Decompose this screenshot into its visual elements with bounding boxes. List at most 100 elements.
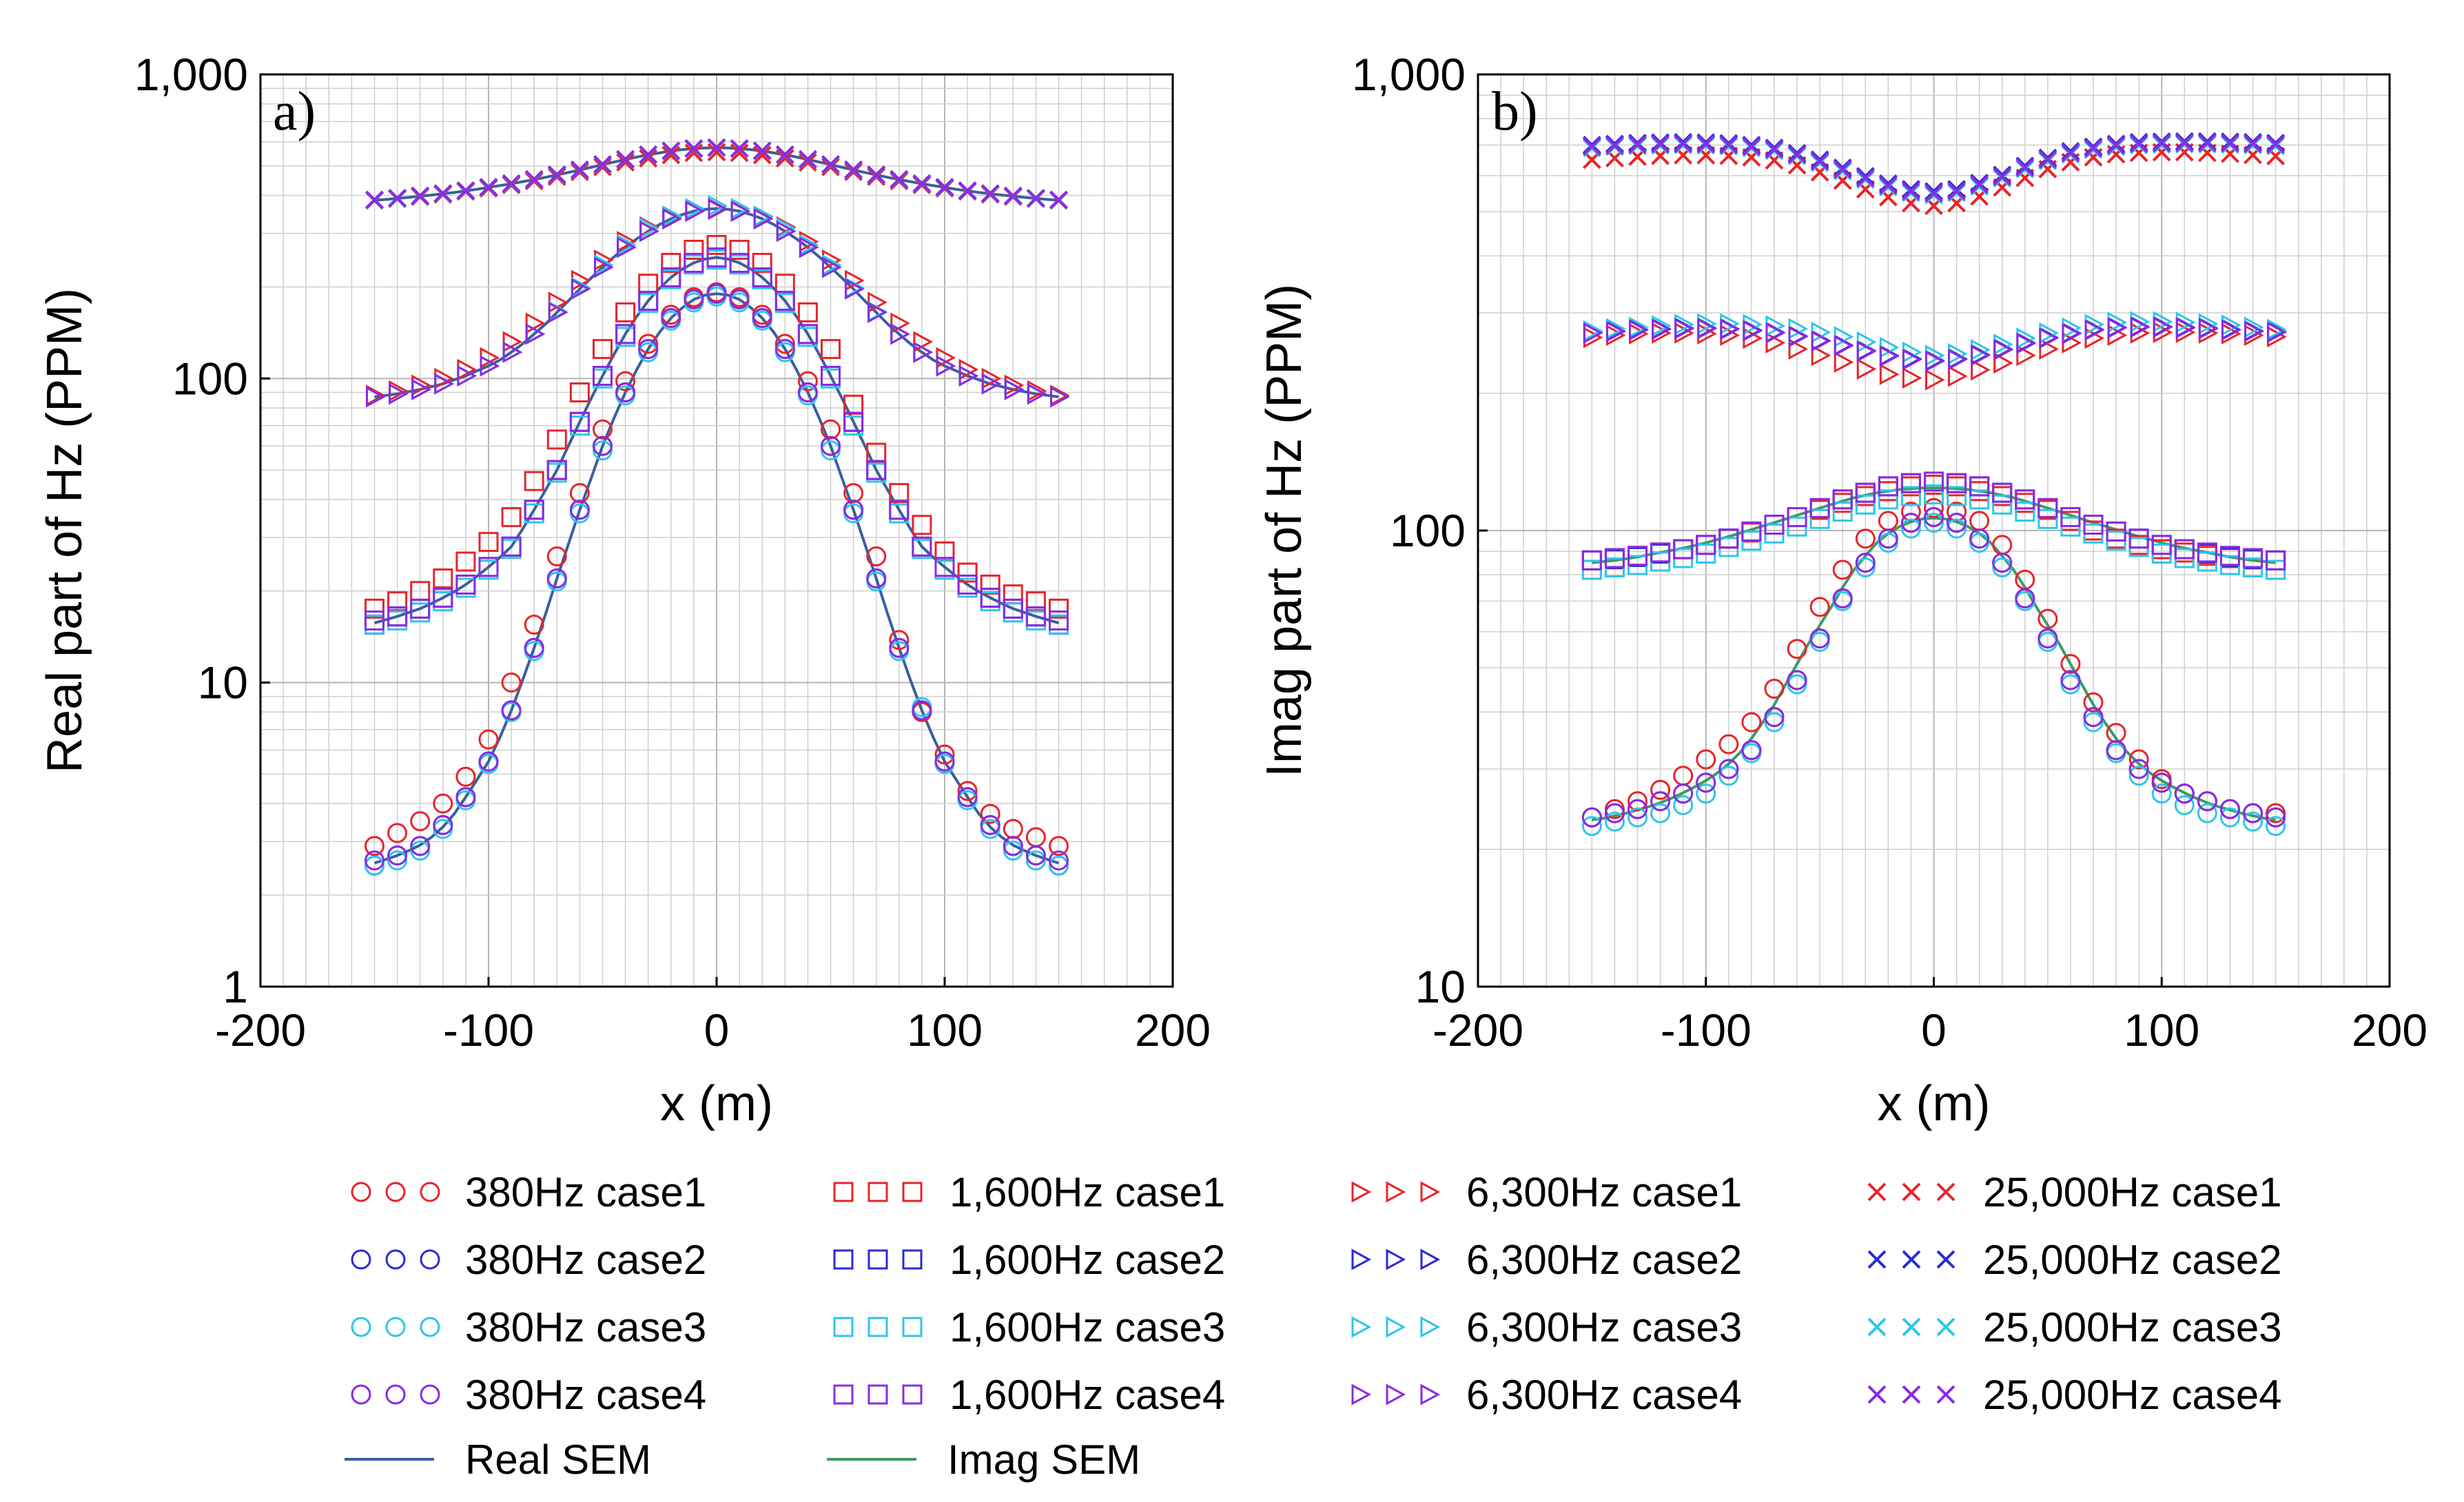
legend-marker (385, 1317, 406, 1337)
legend-marker (420, 1317, 440, 1337)
legend-marker (1386, 1248, 1406, 1270)
data-point (1651, 134, 1670, 154)
data-point (2266, 816, 2286, 836)
legend-label: 6,300Hz case2 (1466, 1237, 1742, 1283)
data-point (1003, 598, 1023, 619)
data-point (2039, 327, 2060, 349)
data-point (1993, 352, 2013, 374)
data-point (1696, 134, 1716, 154)
data-point (935, 178, 954, 196)
data-point (797, 324, 818, 344)
legend-label: 380Hz case1 (465, 1169, 706, 1215)
panel-a-chart: -200 -100 0 100 200 1 10 100 1,000 x (m) Real part… (37, 49, 1211, 1131)
data-point (1924, 183, 1943, 203)
data-point (1742, 137, 1761, 156)
x-tick-label: 0 (704, 1005, 730, 1056)
data-point (776, 220, 797, 243)
data-point (821, 419, 841, 440)
data-point (661, 141, 681, 161)
data-point (661, 145, 681, 165)
data-point (1764, 712, 1785, 732)
legend: 380Hz case1 380Hz case2 380Hz case3 380Hz c… (345, 1169, 2282, 1483)
data-point (365, 610, 384, 631)
series-6300hz-case4 (366, 198, 1070, 408)
data-point (1900, 518, 1921, 539)
data-point (365, 598, 384, 619)
data-point (822, 256, 842, 278)
data-point (501, 536, 522, 557)
data-point (1025, 591, 1046, 612)
grid (1477, 74, 2390, 987)
data-point (730, 138, 749, 158)
data-point (708, 198, 728, 220)
legend-label: 1,600Hz case2 (949, 1237, 1225, 1283)
data-point (1925, 369, 1945, 391)
data-point (546, 546, 567, 567)
data-point (615, 324, 636, 344)
data-point (730, 143, 749, 163)
legend-marker (385, 1182, 406, 1202)
data-point (845, 278, 865, 300)
data-point (1947, 513, 1967, 533)
data-point (638, 339, 659, 360)
data-point (1764, 515, 1785, 535)
data-point (843, 500, 864, 520)
series-25000hz-case4 (1582, 133, 2286, 203)
data-point (1025, 850, 1046, 871)
y-tick-label: 1 (223, 961, 248, 1012)
data-point (1924, 507, 1944, 528)
data-point (685, 200, 706, 223)
data-point (2266, 550, 2286, 570)
data-point (843, 411, 864, 432)
data-point (1718, 765, 1739, 786)
data-point (958, 365, 979, 387)
data-point (1628, 135, 1647, 154)
legend-label: 1,600Hz case1 (949, 1169, 1225, 1215)
data-point (1719, 135, 1738, 154)
data-point (433, 588, 453, 608)
data-point (1673, 783, 1694, 804)
data-point (1855, 528, 1876, 549)
data-point (1970, 175, 1989, 194)
data-point (1049, 855, 1069, 876)
data-point (866, 568, 887, 589)
data-point (569, 382, 590, 403)
legend-marker (902, 1317, 923, 1337)
data-point (752, 145, 772, 165)
series-380hz-case4 (1581, 507, 2286, 827)
legend-marker (1351, 1248, 1372, 1270)
data-point (1628, 791, 1648, 812)
data-point (1971, 359, 1991, 381)
data-point (2221, 134, 2239, 153)
x-axis-label: x (m) (1878, 1076, 1991, 1131)
data-point (1787, 639, 1807, 659)
data-point (1581, 550, 1602, 570)
data-point (1878, 176, 1898, 195)
legend-marker (833, 1249, 854, 1270)
grid (260, 74, 1173, 987)
sem-line (374, 207, 1059, 398)
data-point (1673, 539, 1694, 559)
data-point (957, 781, 978, 801)
legend-marker (351, 1317, 371, 1337)
data-point (912, 700, 932, 721)
data-point (1832, 502, 1853, 522)
data-point (684, 138, 704, 158)
data-point (2016, 344, 2036, 367)
data-point (569, 500, 590, 520)
data-point (1765, 140, 1784, 159)
data-point (457, 365, 478, 387)
data-point (821, 366, 841, 387)
legend-marker (1351, 1316, 1372, 1338)
data-point (797, 371, 818, 391)
data-point (1855, 494, 1876, 515)
data-point (866, 460, 887, 480)
data-point (1993, 167, 2012, 186)
data-point (1697, 318, 1717, 340)
data-point (1809, 628, 1830, 649)
data-point (729, 240, 750, 260)
data-point (1809, 497, 1830, 518)
data-point (1003, 836, 1023, 856)
data-point (867, 165, 886, 184)
y-tick-label: 1,000 (134, 49, 248, 100)
